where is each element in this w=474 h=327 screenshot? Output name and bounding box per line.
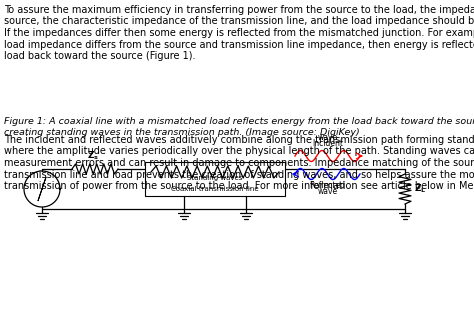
Text: source, the characteristic impedance of the transmission line, and the load impe: source, the characteristic impedance of … <box>4 16 474 26</box>
Text: Coaxial transmission line: Coaxial transmission line <box>171 186 259 192</box>
Text: Figure 1: A coaxial line with a mismatched load reflects energy from the load ba: Figure 1: A coaxial line with a mismatch… <box>4 117 474 126</box>
Text: wave: wave <box>318 187 337 196</box>
Text: To assure the maximum efficiency in transferring power from the source to the lo: To assure the maximum efficiency in tran… <box>4 5 474 15</box>
Text: wave: wave <box>318 133 337 142</box>
Text: load impedance differs from the source and transmission line impedance, then ene: load impedance differs from the source a… <box>4 40 474 49</box>
Text: Standing waves: Standing waves <box>187 175 243 181</box>
Text: creating standing waves in the transmission path. (Image source: DigiKey): creating standing waves in the transmiss… <box>4 128 360 137</box>
Bar <box>145 162 285 196</box>
Text: load back toward the source (Figure 1).: load back toward the source (Figure 1). <box>4 51 195 61</box>
Text: measurement errors and can result in damage to components. Impedance matching of: measurement errors and can result in dam… <box>4 158 474 168</box>
Text: transmission line and load prevents the creation of standing waves, and so helps: transmission line and load prevents the … <box>4 169 474 180</box>
Text: Incident: Incident <box>312 139 343 148</box>
Text: If the impedances differ then some energy is reflected from the mismatched junct: If the impedances differ then some energ… <box>4 28 474 38</box>
Text: transmission of power from the source to the load. For more information see arti: transmission of power from the source to… <box>4 181 474 191</box>
Text: where the amplitude varies periodically over the physical length of the path. St: where the amplitude varies periodically … <box>4 146 474 157</box>
Text: Reflected: Reflected <box>310 181 346 190</box>
Text: $\mathbf{Z_s}$: $\mathbf{Z_s}$ <box>87 149 99 162</box>
Text: The incident and reflected waves additively combine along the transmission path : The incident and reflected waves additiv… <box>4 135 474 145</box>
Text: $\mathbf{Z_L}$: $\mathbf{Z_L}$ <box>414 183 427 195</box>
